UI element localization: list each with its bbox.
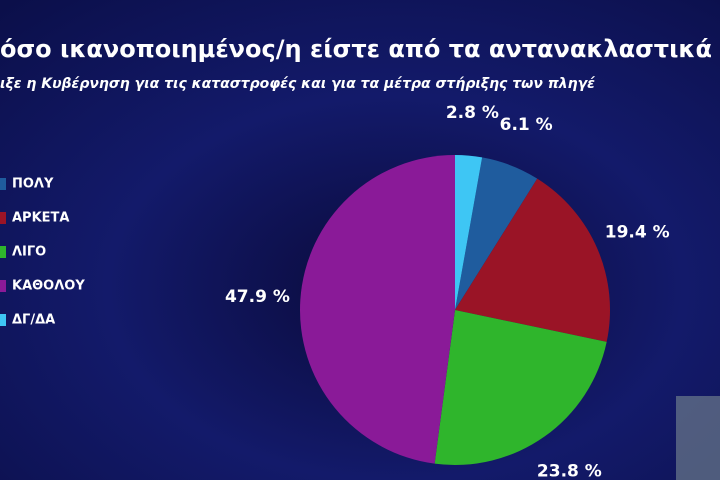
pie-slice: [455, 178, 610, 342]
legend-label: ΛΙΓΟ: [12, 245, 46, 260]
legend-swatch: [0, 212, 6, 224]
legend-swatch: [0, 314, 6, 326]
logo: [676, 396, 720, 480]
legend-swatch: [0, 178, 6, 190]
legend-swatch: [0, 280, 6, 292]
pie-slice: [455, 157, 538, 310]
legend-label: ΠΟΛΥ: [12, 177, 54, 192]
chart-title: όσο ικανοποιημένος/η είστε από τα αντανα…: [0, 35, 712, 63]
data-label: 23.8 %: [537, 462, 602, 480]
legend-label: ΔΓ/ΔΑ: [12, 313, 55, 328]
pie-slice: [300, 155, 455, 464]
data-label: 47.9 %: [225, 287, 290, 307]
pie-slice: [455, 155, 483, 310]
data-label: 6.1 %: [500, 115, 553, 135]
legend-label: ΑΡΚΕΤΑ: [12, 211, 69, 226]
chart-subtitle: ιξε η Κυβέρνηση για τις καταστροφές και …: [0, 76, 595, 92]
legend-swatch: [0, 246, 6, 258]
data-label: 19.4 %: [605, 223, 670, 243]
legend-label: ΚΑΘΟΛΟΥ: [12, 279, 85, 294]
data-label: 2.8 %: [446, 103, 499, 123]
pie-slice: [434, 310, 607, 466]
